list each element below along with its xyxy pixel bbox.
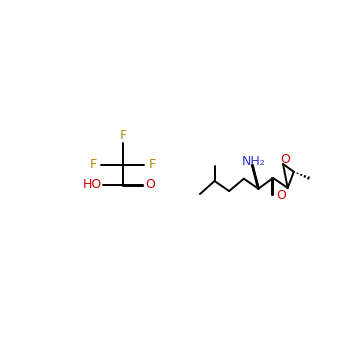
Text: O: O bbox=[280, 153, 290, 166]
Text: NH₂: NH₂ bbox=[242, 154, 266, 167]
Text: F: F bbox=[149, 158, 156, 171]
Text: O: O bbox=[146, 178, 156, 192]
Text: F: F bbox=[119, 129, 126, 142]
Text: F: F bbox=[90, 158, 97, 171]
Text: HO: HO bbox=[82, 178, 102, 192]
Text: O: O bbox=[276, 189, 286, 202]
